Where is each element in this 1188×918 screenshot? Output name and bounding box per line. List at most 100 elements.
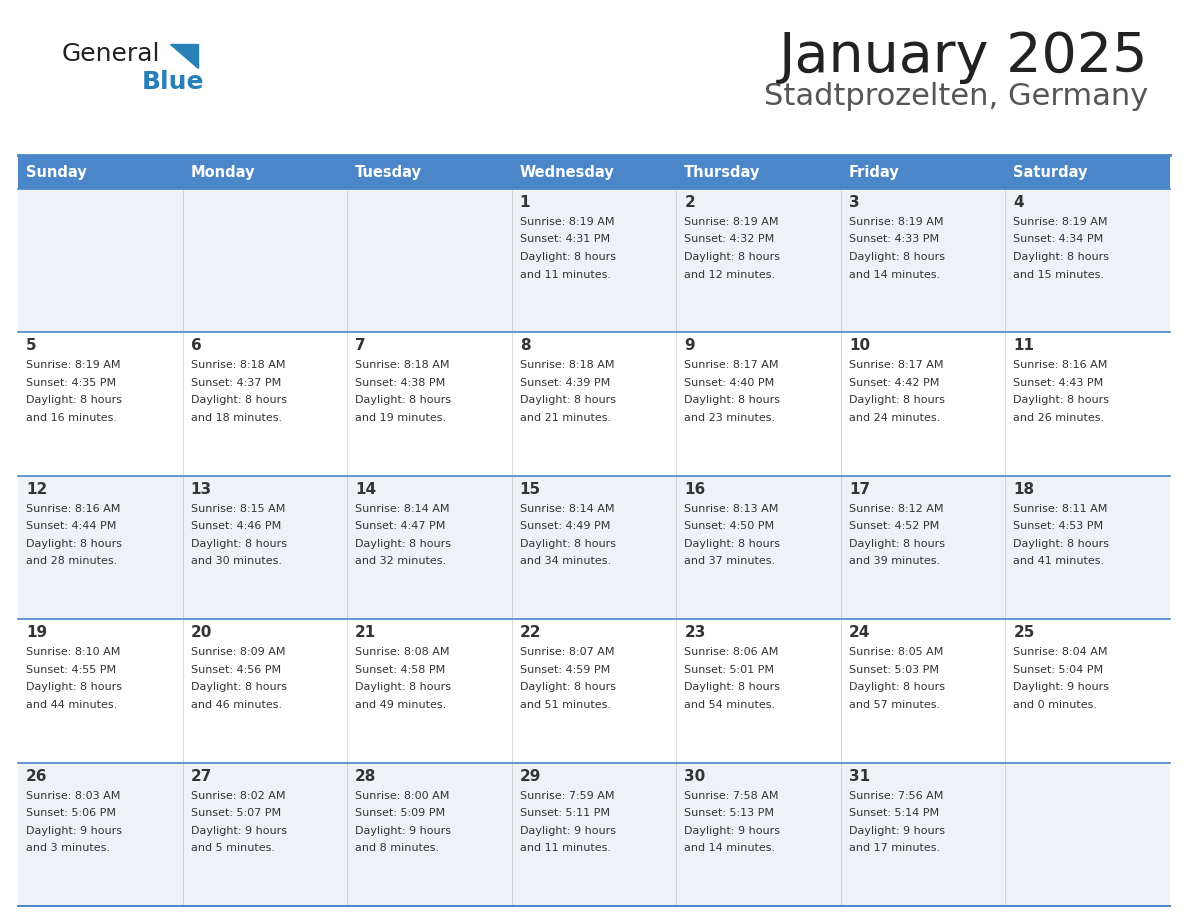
Text: Sunset: 5:11 PM: Sunset: 5:11 PM: [519, 808, 609, 818]
Text: 20: 20: [190, 625, 211, 640]
Text: Sunrise: 8:08 AM: Sunrise: 8:08 AM: [355, 647, 449, 657]
Text: Sunrise: 8:18 AM: Sunrise: 8:18 AM: [519, 361, 614, 370]
Text: Sunrise: 8:04 AM: Sunrise: 8:04 AM: [1013, 647, 1108, 657]
Text: Sunrise: 8:19 AM: Sunrise: 8:19 AM: [519, 217, 614, 227]
Text: 15: 15: [519, 482, 541, 497]
Text: and 8 minutes.: and 8 minutes.: [355, 843, 440, 853]
Text: and 34 minutes.: and 34 minutes.: [519, 556, 611, 566]
Text: Sunrise: 8:06 AM: Sunrise: 8:06 AM: [684, 647, 778, 657]
Text: Sunset: 5:03 PM: Sunset: 5:03 PM: [849, 665, 939, 675]
Text: Daylight: 8 hours: Daylight: 8 hours: [1013, 396, 1110, 406]
Text: Daylight: 9 hours: Daylight: 9 hours: [684, 825, 781, 835]
Text: Daylight: 9 hours: Daylight: 9 hours: [190, 825, 286, 835]
Text: and 28 minutes.: and 28 minutes.: [26, 556, 118, 566]
Text: Sunset: 4:56 PM: Sunset: 4:56 PM: [190, 665, 280, 675]
Text: and 12 minutes.: and 12 minutes.: [684, 270, 776, 279]
Text: Daylight: 8 hours: Daylight: 8 hours: [519, 682, 615, 692]
Text: Sunrise: 7:59 AM: Sunrise: 7:59 AM: [519, 790, 614, 800]
Text: Sunset: 4:35 PM: Sunset: 4:35 PM: [26, 378, 116, 388]
Text: Sunrise: 7:56 AM: Sunrise: 7:56 AM: [849, 790, 943, 800]
Text: Sunrise: 8:09 AM: Sunrise: 8:09 AM: [190, 647, 285, 657]
Text: 14: 14: [355, 482, 377, 497]
Text: Wednesday: Wednesday: [519, 164, 614, 180]
Text: Daylight: 8 hours: Daylight: 8 hours: [190, 396, 286, 406]
Text: Sunrise: 8:14 AM: Sunrise: 8:14 AM: [519, 504, 614, 514]
Text: and 19 minutes.: and 19 minutes.: [355, 413, 447, 423]
Text: Sunset: 5:09 PM: Sunset: 5:09 PM: [355, 808, 446, 818]
Text: and 54 minutes.: and 54 minutes.: [684, 700, 776, 710]
Text: Tuesday: Tuesday: [355, 164, 422, 180]
Text: Daylight: 8 hours: Daylight: 8 hours: [849, 252, 944, 262]
Text: and 37 minutes.: and 37 minutes.: [684, 556, 776, 566]
Text: and 11 minutes.: and 11 minutes.: [519, 843, 611, 853]
Text: 11: 11: [1013, 339, 1035, 353]
Text: Sunset: 4:40 PM: Sunset: 4:40 PM: [684, 378, 775, 388]
Text: Daylight: 8 hours: Daylight: 8 hours: [519, 396, 615, 406]
Text: 12: 12: [26, 482, 48, 497]
Text: Sunset: 5:13 PM: Sunset: 5:13 PM: [684, 808, 775, 818]
Text: Daylight: 9 hours: Daylight: 9 hours: [519, 825, 615, 835]
Text: Daylight: 8 hours: Daylight: 8 hours: [684, 682, 781, 692]
Text: Sunrise: 8:17 AM: Sunrise: 8:17 AM: [684, 361, 779, 370]
Text: Sunset: 4:53 PM: Sunset: 4:53 PM: [1013, 521, 1104, 532]
Text: Sunset: 4:42 PM: Sunset: 4:42 PM: [849, 378, 940, 388]
Text: Sunrise: 8:10 AM: Sunrise: 8:10 AM: [26, 647, 120, 657]
Text: Daylight: 8 hours: Daylight: 8 hours: [355, 539, 451, 549]
Text: General: General: [62, 42, 160, 66]
Text: 22: 22: [519, 625, 542, 640]
Text: 30: 30: [684, 768, 706, 784]
Text: Daylight: 9 hours: Daylight: 9 hours: [849, 825, 944, 835]
Bar: [512, 155, 676, 189]
Text: and 0 minutes.: and 0 minutes.: [1013, 700, 1098, 710]
Text: Sunset: 4:34 PM: Sunset: 4:34 PM: [1013, 234, 1104, 244]
Text: Sunset: 4:49 PM: Sunset: 4:49 PM: [519, 521, 611, 532]
Text: Sunrise: 8:18 AM: Sunrise: 8:18 AM: [190, 361, 285, 370]
Text: Sunrise: 8:05 AM: Sunrise: 8:05 AM: [849, 647, 943, 657]
Text: Daylight: 8 hours: Daylight: 8 hours: [26, 396, 122, 406]
Text: 10: 10: [849, 339, 870, 353]
Text: Sunset: 4:43 PM: Sunset: 4:43 PM: [1013, 378, 1104, 388]
Bar: [676, 155, 841, 189]
Text: 24: 24: [849, 625, 871, 640]
Text: Sunset: 4:39 PM: Sunset: 4:39 PM: [519, 378, 609, 388]
Text: Daylight: 8 hours: Daylight: 8 hours: [849, 682, 944, 692]
Text: Daylight: 8 hours: Daylight: 8 hours: [355, 682, 451, 692]
Bar: [841, 155, 1005, 189]
Text: Sunset: 4:32 PM: Sunset: 4:32 PM: [684, 234, 775, 244]
Text: Sunrise: 8:19 AM: Sunrise: 8:19 AM: [684, 217, 779, 227]
Text: Daylight: 8 hours: Daylight: 8 hours: [849, 539, 944, 549]
Text: Daylight: 8 hours: Daylight: 8 hours: [190, 682, 286, 692]
Text: Daylight: 8 hours: Daylight: 8 hours: [684, 252, 781, 262]
Text: Sunrise: 8:03 AM: Sunrise: 8:03 AM: [26, 790, 120, 800]
Text: Sunrise: 8:00 AM: Sunrise: 8:00 AM: [355, 790, 449, 800]
Text: and 39 minutes.: and 39 minutes.: [849, 556, 940, 566]
Bar: [183, 155, 347, 189]
Bar: [18, 476, 1170, 620]
Text: Sunrise: 8:02 AM: Sunrise: 8:02 AM: [190, 790, 285, 800]
Text: and 16 minutes.: and 16 minutes.: [26, 413, 116, 423]
Text: Sunset: 4:31 PM: Sunset: 4:31 PM: [519, 234, 609, 244]
Text: Sunset: 5:07 PM: Sunset: 5:07 PM: [190, 808, 280, 818]
Text: 25: 25: [1013, 625, 1035, 640]
Text: Daylight: 8 hours: Daylight: 8 hours: [519, 539, 615, 549]
Text: 4: 4: [1013, 195, 1024, 210]
Bar: [18, 332, 1170, 476]
Text: and 15 minutes.: and 15 minutes.: [1013, 270, 1105, 279]
Text: Monday: Monday: [190, 164, 255, 180]
Text: 21: 21: [355, 625, 377, 640]
Text: and 51 minutes.: and 51 minutes.: [519, 700, 611, 710]
Text: 6: 6: [190, 339, 201, 353]
Text: Sunset: 4:37 PM: Sunset: 4:37 PM: [190, 378, 280, 388]
Text: and 41 minutes.: and 41 minutes.: [1013, 556, 1105, 566]
Bar: [347, 155, 512, 189]
Text: Sunrise: 8:19 AM: Sunrise: 8:19 AM: [1013, 217, 1108, 227]
Text: Daylight: 9 hours: Daylight: 9 hours: [355, 825, 451, 835]
Text: Blue: Blue: [143, 70, 204, 94]
Text: Sunrise: 8:11 AM: Sunrise: 8:11 AM: [1013, 504, 1107, 514]
Text: 28: 28: [355, 768, 377, 784]
Text: 9: 9: [684, 339, 695, 353]
Text: 23: 23: [684, 625, 706, 640]
Text: and 30 minutes.: and 30 minutes.: [190, 556, 282, 566]
Text: Thursday: Thursday: [684, 164, 760, 180]
Text: 17: 17: [849, 482, 870, 497]
